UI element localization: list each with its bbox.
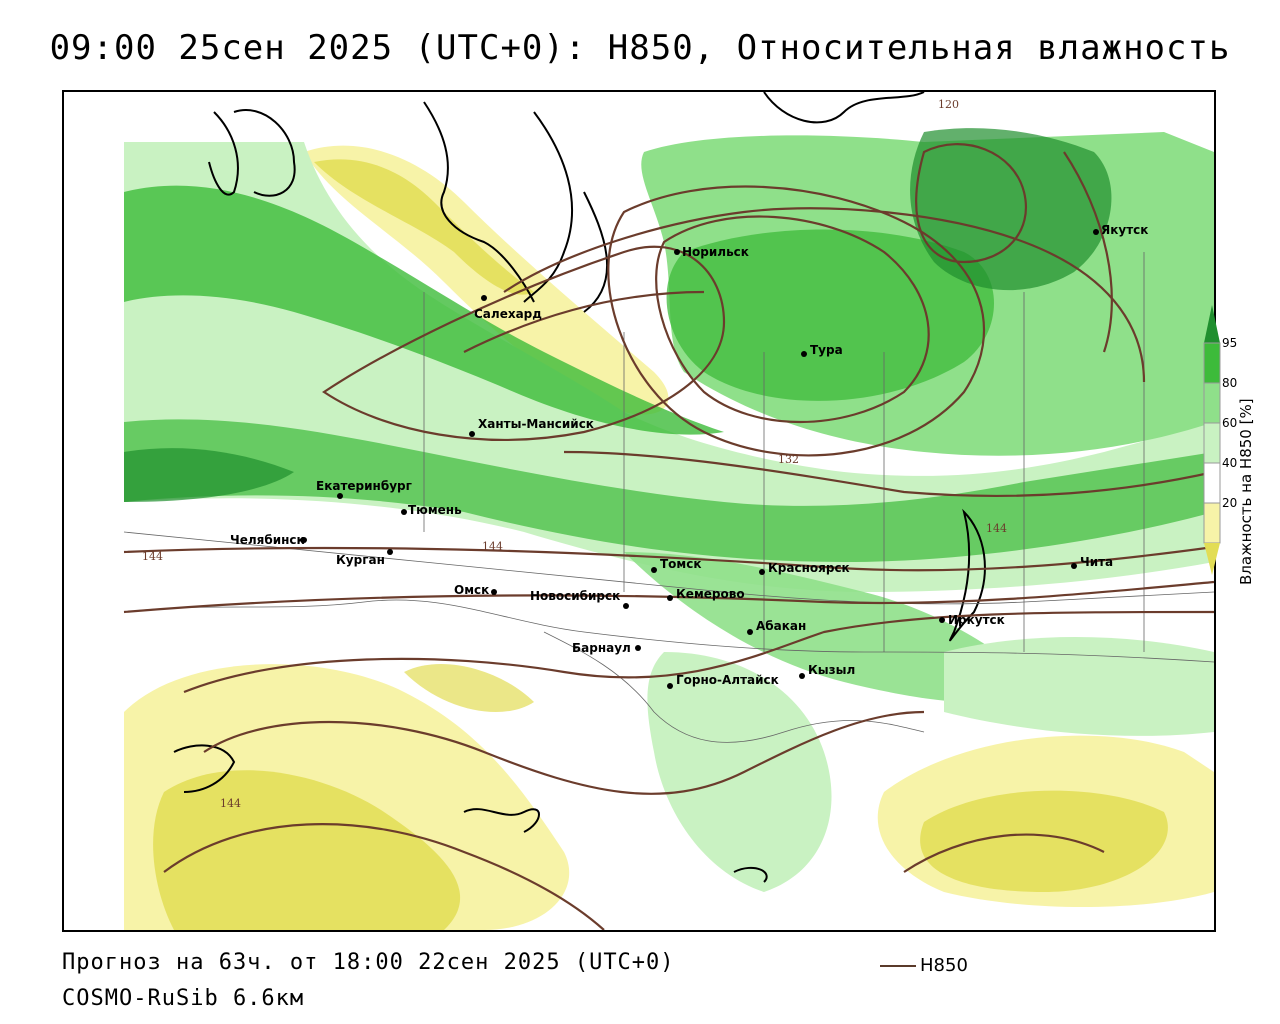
- city-dot: [469, 431, 475, 437]
- colorbar-segment: [1203, 382, 1221, 424]
- contour-label: 144: [142, 550, 163, 563]
- city-dot: [651, 567, 657, 573]
- city-dot: [674, 249, 680, 255]
- city-dot: [623, 603, 629, 609]
- city-dot: [1093, 229, 1099, 235]
- city-dot: [491, 589, 497, 595]
- city-label: Чита: [1080, 555, 1113, 569]
- city-label: Кызыл: [808, 663, 855, 677]
- city-markers: Норильск Якутск Салехард Тура Ханты-Манс…: [230, 223, 1148, 689]
- contour-label: 144: [482, 540, 503, 553]
- colorbar-segment: [1203, 502, 1221, 544]
- map-panel: 120 132 144 144 144 144 Норильск Якутск …: [62, 90, 1216, 932]
- contour-legend: H850: [880, 955, 968, 976]
- colorbar-title: Влажность на H850 [%]: [1237, 398, 1255, 585]
- contour-label: 120: [938, 98, 959, 111]
- city-dot: [759, 569, 765, 575]
- contour-label: 132: [778, 453, 799, 466]
- model-name: COSMO-RuSib 6.6км: [62, 986, 305, 1011]
- contour-label: 144: [220, 797, 241, 810]
- colorbar-segment: [1203, 422, 1221, 464]
- city-label: Челябинск: [230, 533, 305, 547]
- city-dot: [401, 509, 407, 515]
- city-label: Ханты-Мансийск: [478, 417, 594, 431]
- city-label: Омск: [454, 583, 489, 597]
- city-label: Томск: [660, 557, 702, 571]
- city-label: Якутск: [1101, 223, 1148, 237]
- city-label: Курган: [336, 553, 385, 567]
- map-title: 09:00 25сен 2025 (UTC+0): H850, Относите…: [49, 28, 1231, 68]
- city-label: Тюмень: [408, 503, 462, 517]
- city-label: Красноярск: [768, 561, 850, 575]
- humidity-field-moist: [124, 128, 1214, 892]
- colorbar-bottom-arrow: [1204, 543, 1220, 575]
- city-dot: [747, 629, 753, 635]
- forecast-info: Прогноз на 63ч. от 18:00 22сен 2025 (UTC…: [62, 950, 675, 975]
- city-label: Екатеринбург: [316, 479, 412, 493]
- contour-label: 144: [986, 522, 1007, 535]
- city-dot: [337, 493, 343, 499]
- colorbar: 95 80 60 40 20: [1200, 305, 1280, 595]
- city-label: Кемерово: [676, 587, 745, 601]
- h850-contours: [123, 143, 1214, 930]
- colorbar-tick: 95: [1222, 336, 1237, 350]
- colorbar-tick: 20: [1222, 496, 1237, 510]
- contour-legend-swatch: [880, 964, 916, 967]
- city-dot: [667, 595, 673, 601]
- humidity-map: 120 132 144 144 144 144 Норильск Якутск …: [123, 92, 1214, 930]
- city-dot: [799, 673, 805, 679]
- city-label: Горно-Алтайск: [676, 673, 779, 687]
- city-label: Норильск: [682, 245, 749, 259]
- city-dot: [387, 549, 393, 555]
- colorbar-segment: [1203, 462, 1221, 504]
- city-label: Абакан: [756, 619, 806, 633]
- city-dot: [667, 683, 673, 689]
- contour-labels: 120 132 144 144 144 144: [142, 98, 1007, 810]
- city-label: Салехард: [474, 307, 542, 321]
- city-label: Тура: [810, 343, 843, 357]
- city-label: Новосибирск: [530, 589, 620, 603]
- coastlines: [173, 92, 986, 883]
- contour-legend-label: H850: [920, 955, 968, 976]
- colorbar-tick: 40: [1222, 456, 1237, 470]
- colorbar-tick: 80: [1222, 376, 1237, 390]
- city-dot: [481, 295, 487, 301]
- city-label: Барнаул: [572, 641, 631, 655]
- city-dot: [635, 645, 641, 651]
- colorbar-segment: [1203, 342, 1221, 384]
- colorbar-tick: 60: [1222, 416, 1237, 430]
- city-dot: [1071, 563, 1077, 569]
- city-dot: [939, 617, 945, 623]
- city-label: Иркутск: [948, 613, 1005, 627]
- city-dot: [301, 537, 307, 543]
- city-dot: [801, 351, 807, 357]
- colorbar-top-arrow: [1204, 305, 1220, 343]
- humidity-field-dry: [124, 145, 1214, 930]
